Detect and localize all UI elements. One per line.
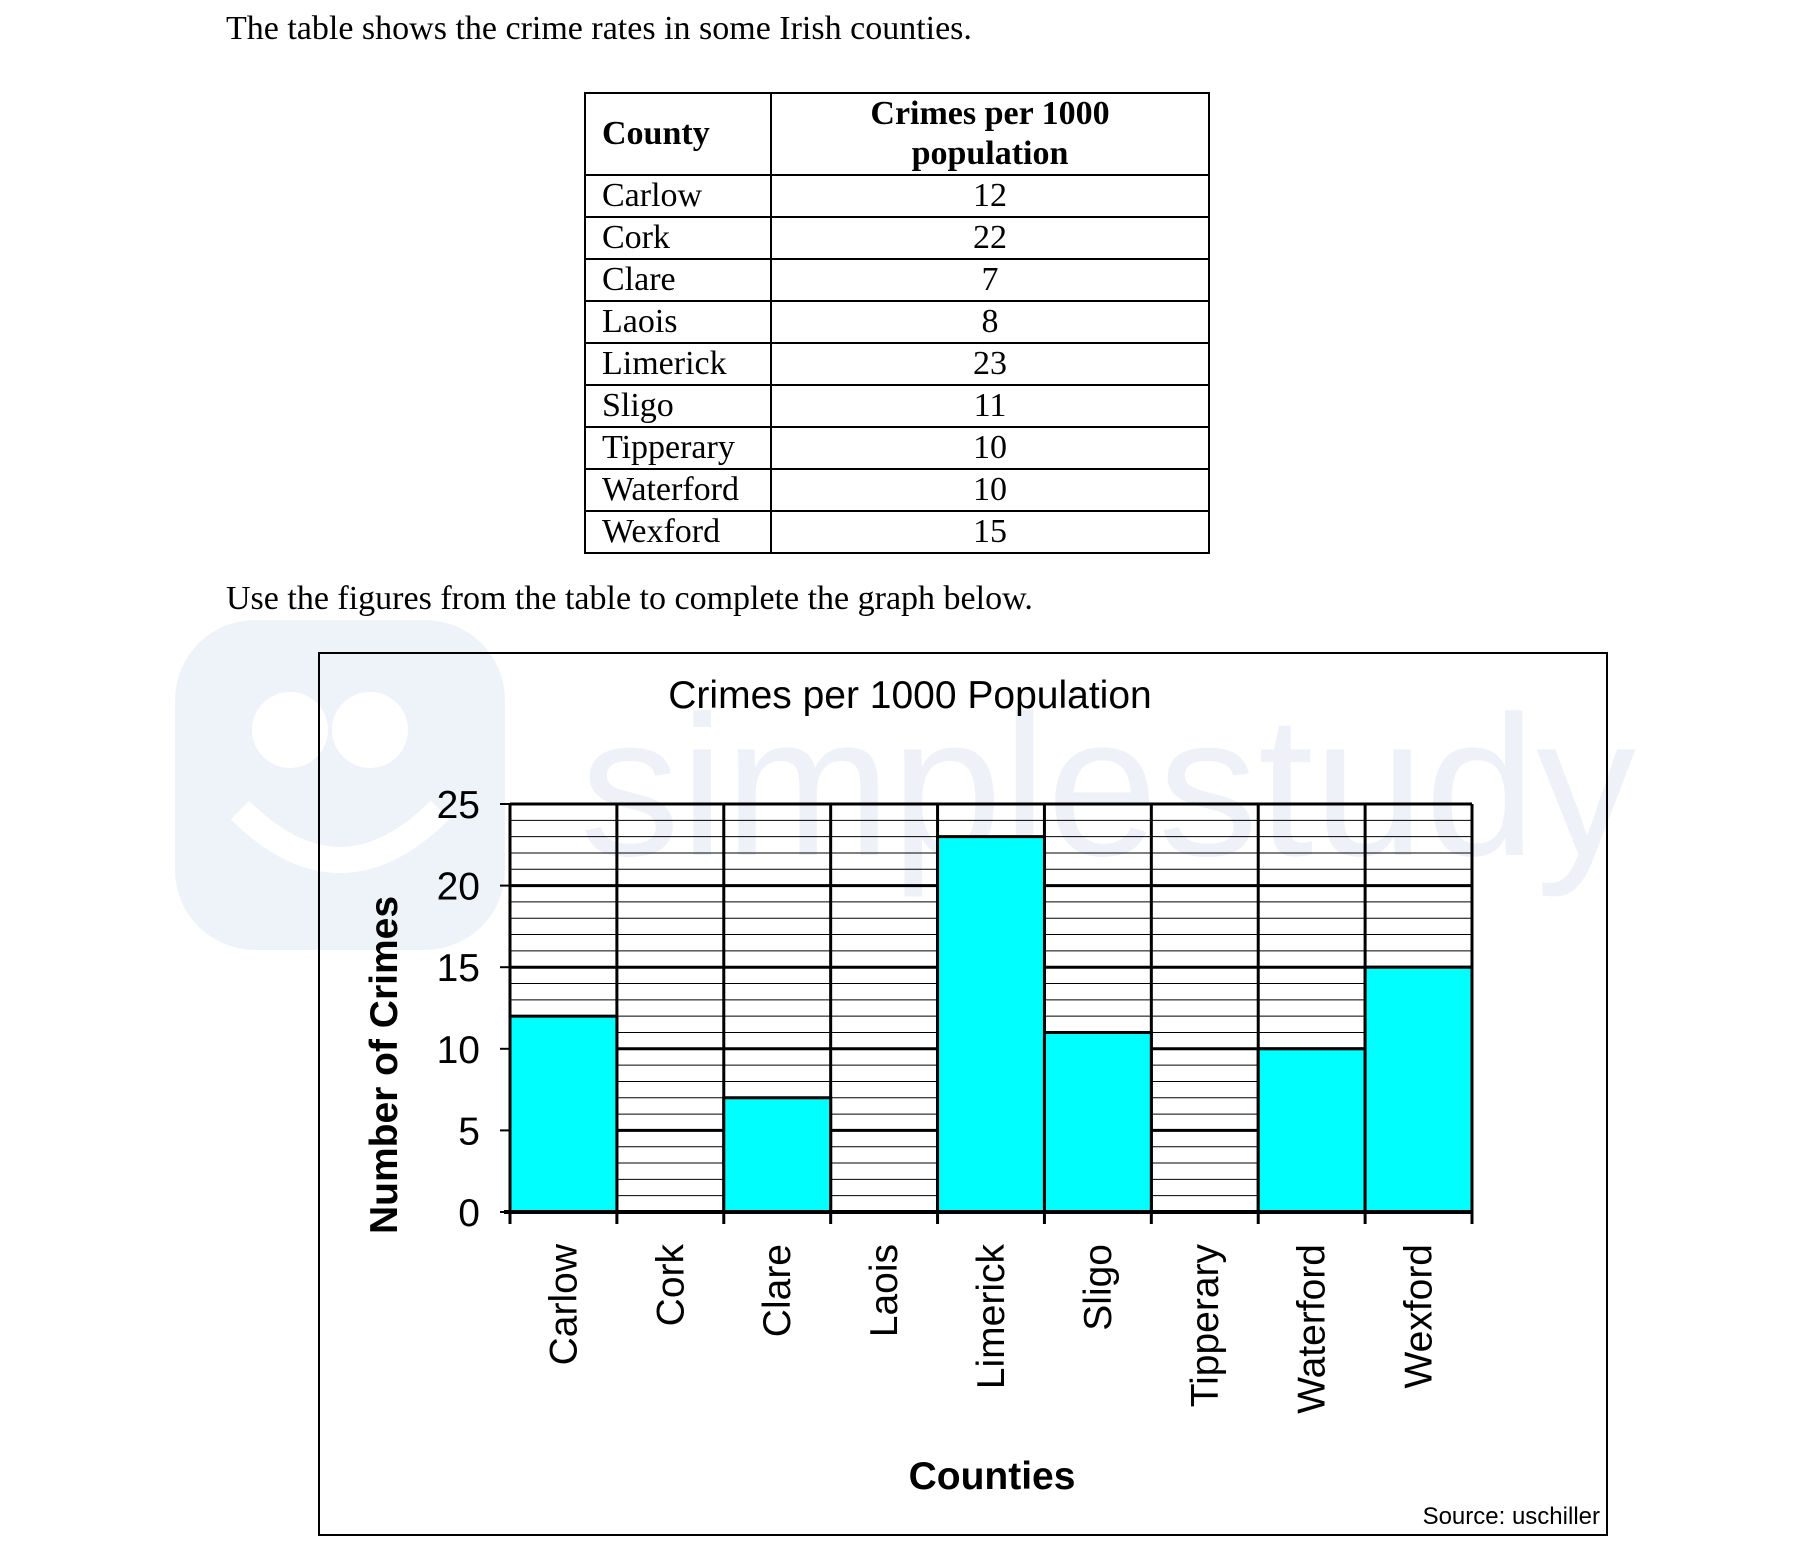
bar bbox=[1256, 1047, 1367, 1214]
x-tick-label: Wexford bbox=[1398, 1244, 1441, 1389]
cell-value: 23 bbox=[770, 342, 1210, 386]
x-tick-labels: Carlow Cork Clare Laois Limerick Sligo Tippera… bbox=[542, 1243, 1440, 1414]
bar bbox=[508, 1014, 619, 1214]
table-row: Waterford 10 bbox=[584, 468, 1210, 512]
x-tick-label: Carlow bbox=[542, 1243, 585, 1365]
instruction-text: Use the figures from the table to comple… bbox=[226, 580, 1033, 617]
chart-frame: Crimes per 1000 Population 0 5 10 15 20 25 Ca… bbox=[318, 652, 1608, 1536]
y-tick-labels: 0 5 10 15 20 25 bbox=[437, 784, 480, 1235]
x-tick-label: Limerick bbox=[970, 1244, 1013, 1390]
table-row: Wexford 15 bbox=[584, 510, 1210, 554]
table-row: Laois 8 bbox=[584, 300, 1210, 344]
cell-county: Sligo bbox=[584, 384, 772, 428]
header-crimes: Crimes per 1000 population bbox=[770, 92, 1210, 176]
y-tick-label: 5 bbox=[458, 1110, 480, 1153]
cell-county: Laois bbox=[584, 300, 772, 344]
cell-value: 7 bbox=[770, 258, 1210, 302]
table-row: Cork 22 bbox=[584, 216, 1210, 260]
x-tick-label: Tipperary bbox=[1184, 1244, 1227, 1408]
x-axis-label: Counties bbox=[909, 1455, 1076, 1498]
table-row: Limerick 23 bbox=[584, 342, 1210, 386]
cell-county: Carlow bbox=[584, 174, 772, 218]
x-tick-label: Cork bbox=[649, 1244, 692, 1327]
chart-title: Crimes per 1000 Population bbox=[668, 674, 1151, 717]
chart-axes bbox=[500, 803, 1472, 1214]
cell-value: 8 bbox=[770, 300, 1210, 344]
y-tick-label: 0 bbox=[458, 1192, 480, 1235]
cell-value: 10 bbox=[770, 468, 1210, 512]
x-tick-label: Sligo bbox=[1077, 1244, 1120, 1331]
y-tick-label: 15 bbox=[437, 947, 480, 990]
intro-text: The table shows the crime rates in some … bbox=[226, 10, 972, 47]
table-row: Sligo 11 bbox=[584, 384, 1210, 428]
bar bbox=[1363, 965, 1474, 1214]
table-row: Carlow 12 bbox=[584, 174, 1210, 218]
x-tick-label: Clare bbox=[756, 1244, 799, 1337]
bar bbox=[722, 1096, 833, 1214]
cell-value: 15 bbox=[770, 510, 1210, 554]
cell-value: 22 bbox=[770, 216, 1210, 260]
header-county: County bbox=[584, 92, 772, 176]
crime-table: County Crimes per 1000 population Carlow… bbox=[584, 92, 1210, 554]
y-axis-label: Number of Crimes bbox=[363, 896, 406, 1234]
x-tick-label: Waterford bbox=[1291, 1244, 1334, 1414]
cell-value: 11 bbox=[770, 384, 1210, 428]
y-tick-label: 10 bbox=[437, 1029, 480, 1072]
y-tick-label: 20 bbox=[437, 866, 480, 909]
bar bbox=[1042, 1030, 1153, 1214]
table-row: Tipperary 10 bbox=[584, 426, 1210, 470]
table-header-row: County Crimes per 1000 population bbox=[584, 92, 1210, 176]
bar-chart: Crimes per 1000 Population 0 5 10 15 20 25 Ca… bbox=[363, 674, 1600, 1530]
cell-county: Wexford bbox=[584, 510, 772, 554]
chart-bars bbox=[508, 835, 1474, 1214]
cell-value: 12 bbox=[770, 174, 1210, 218]
cell-county: Clare bbox=[584, 258, 772, 302]
bar bbox=[936, 835, 1046, 1214]
table-row: Clare 7 bbox=[584, 258, 1210, 302]
cell-county: Waterford bbox=[584, 468, 772, 512]
x-tick-label: Laois bbox=[863, 1244, 906, 1337]
cell-value: 10 bbox=[770, 426, 1210, 470]
cell-county: Limerick bbox=[584, 342, 772, 386]
source-label: Source: uschiller bbox=[1423, 1503, 1600, 1530]
y-tick-label: 25 bbox=[437, 784, 480, 827]
cell-county: Tipperary bbox=[584, 426, 772, 470]
cell-county: Cork bbox=[584, 216, 772, 260]
